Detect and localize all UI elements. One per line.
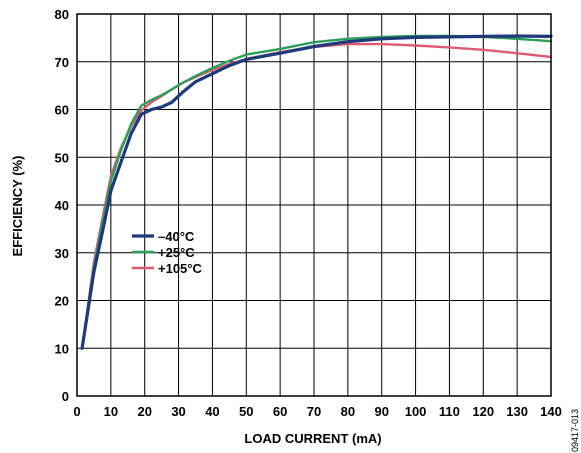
x-tick-label: 40 [205,404,219,419]
x-tick-label: 50 [239,404,253,419]
series-line-1 [80,34,553,350]
series-line-2 [80,42,553,350]
y-tick-label: 80 [55,7,69,22]
y-tick-label: 40 [55,198,69,213]
plot-border [76,13,552,397]
y-tick-label: 70 [55,55,69,70]
chart-grid [76,13,552,397]
x-tick-label: 70 [307,404,321,419]
y-tick-label: 10 [55,341,69,356]
x-tick-label: 90 [374,404,388,419]
y-axis-label: EFFICIENCY (%) [10,156,25,257]
chart-series [80,34,553,350]
legend: –40°C+25°C+105°C [132,229,202,276]
x-tick-label: 20 [137,404,151,419]
x-tick-label: 60 [273,404,287,419]
x-tick-label: 0 [73,404,80,419]
x-axis-label: LOAD CURRENT (mA) [244,431,381,446]
x-tick-label: 130 [506,404,528,419]
x-tick-label: 100 [405,404,427,419]
x-tick-label: 140 [540,404,562,419]
y-tick-label: 50 [55,150,69,165]
x-tick-label: 80 [341,404,355,419]
y-tick-label: 0 [62,389,69,404]
y-tick-label: 30 [55,246,69,261]
x-tick-label: 110 [439,404,460,419]
x-tick-label: 30 [171,404,185,419]
x-axis-ticks: 0 10 20 30 40 50 60 70 80 90 100 110 120 130 140 [73,404,561,419]
x-tick-label: 120 [472,404,494,419]
x-tick-label: 10 [104,404,118,419]
legend-label-2: +105°C [158,261,202,276]
legend-label-0: –40°C [158,229,195,244]
y-tick-label: 60 [55,103,69,118]
legend-label-1: +25°C [158,245,195,260]
series-line-0 [80,34,553,350]
y-tick-label: 20 [55,294,69,309]
y-axis-ticks: 0 10 20 30 40 50 60 70 80 [55,7,69,404]
figure-id: 09417-013 [570,409,580,452]
